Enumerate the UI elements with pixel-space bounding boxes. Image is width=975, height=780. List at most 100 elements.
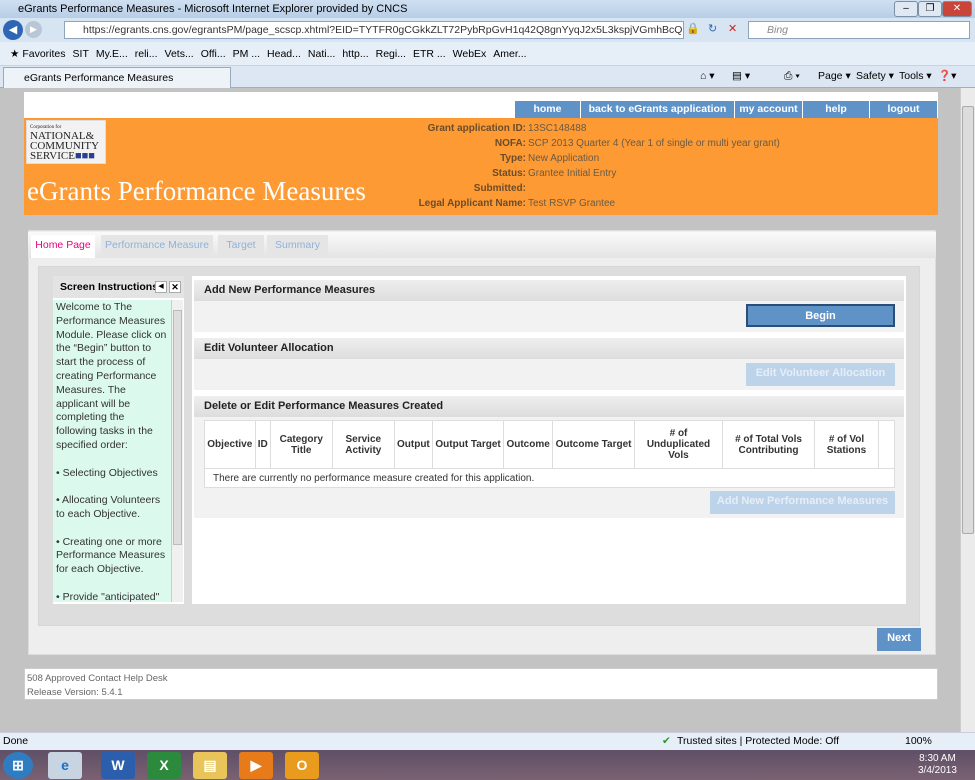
col-id: ID [254, 420, 271, 469]
help-icon[interactable]: ❓▾ [938, 70, 957, 82]
favorite-link[interactable]: Regi... [375, 47, 406, 60]
back-button[interactable]: ◀ [3, 20, 23, 40]
favorite-link[interactable]: reli... [134, 47, 158, 60]
next-button[interactable]: Next [877, 628, 921, 651]
start-button[interactable]: ⊞ [3, 752, 33, 779]
nav-back-to-egrants[interactable]: back to eGrants application [581, 101, 735, 118]
window-title: eGrants Performance Measures - Microsoft… [0, 0, 975, 18]
status-label: Status: [492, 168, 526, 179]
clock-time: 8:30 AM [919, 753, 956, 764]
nofa-value: SCP 2013 Quarter 4 (Year 1 of single or … [528, 138, 780, 149]
favorites-button[interactable]: ★ Favorites [10, 47, 66, 60]
status-text: Done [3, 735, 29, 747]
word-taskbar-icon[interactable]: W [101, 752, 135, 779]
browser-tab[interactable]: eGrants Performance Measures [3, 67, 231, 88]
table-header-row: Objective ID Category Title Service Acti… [204, 420, 895, 469]
instructions-paragraph: • Selecting Objectives [56, 466, 158, 479]
search-input[interactable]: Bing [748, 21, 970, 39]
favorites-bar: ★ Favorites SIT My.E... reli... Vets... … [0, 42, 975, 66]
restore-button[interactable]: ❐ [918, 1, 942, 17]
add-new-performance-measures-button[interactable]: Add New Performance Measures [710, 491, 895, 514]
grant-id-label: Grant application ID: [427, 123, 526, 134]
feeds-icon[interactable]: ▤ ▾ [732, 70, 751, 82]
favorite-link[interactable]: Amer... [493, 47, 527, 60]
applicant-label: Legal Applicant Name: [418, 198, 526, 209]
excel-taskbar-icon[interactable]: X [147, 752, 181, 779]
instructions-paragraph: • Creating one or more Performance Measu… [56, 535, 166, 576]
nav-logout[interactable]: logout [870, 101, 938, 118]
col-total-vols: # of Total Vols Contributing [722, 420, 815, 469]
lock-icon: 🔒 [686, 23, 700, 35]
media-taskbar-icon[interactable]: ▶ [239, 752, 273, 779]
favorite-link[interactable]: Nati... [307, 47, 336, 60]
refresh-button[interactable]: ↻ [708, 23, 718, 35]
zoom-level[interactable]: 100% [905, 735, 932, 747]
app-title: eGrants Performance Measures [27, 176, 366, 206]
edit-section-title: Edit Volunteer Allocation [194, 338, 904, 359]
close-window-button[interactable]: ✕ [942, 1, 972, 17]
page-scrollbar[interactable] [960, 88, 975, 732]
nav-my-account[interactable]: my account [735, 101, 803, 118]
begin-button[interactable]: Begin [746, 304, 895, 327]
header-banner [24, 118, 938, 215]
col-outcome-target: Outcome Target [552, 420, 635, 469]
instructions-paragraph: • Provide "anticipated" data for each of… [56, 590, 160, 602]
clock-date: 3/4/2013 [918, 765, 957, 776]
cncs-logo: Corporation for NATIONAL& COMMUNITY SERVICE… [26, 120, 106, 164]
minimize-button[interactable]: – [894, 1, 918, 17]
instructions-text: Welcome to The Performance Measures Modu… [53, 300, 171, 602]
instructions-paragraph: Welcome to The Performance Measures Modu… [56, 301, 167, 451]
collapse-icon[interactable]: ◀ [155, 281, 167, 293]
print-icon[interactable]: ⎙ ▾ [784, 70, 800, 82]
instructions-title: Screen Instructions [53, 276, 184, 298]
type-value: New Application [528, 153, 600, 164]
explorer-taskbar-icon[interactable]: ▤ [193, 752, 227, 779]
forward-button[interactable]: ▶ [25, 21, 42, 38]
tools-menu[interactable]: Tools ▾ [899, 70, 932, 82]
close-icon[interactable]: ✕ [169, 281, 181, 293]
tab-home-page[interactable]: Home Page [31, 235, 95, 258]
page-menu[interactable]: Page ▾ [818, 70, 851, 82]
footer-links[interactable]: 508 Approved Contact Help Desk [27, 673, 168, 684]
col-actions [878, 420, 895, 469]
browser-tab-bar [0, 66, 975, 88]
favorite-link[interactable]: http... [342, 47, 369, 60]
check-icon: ✔ [662, 735, 671, 747]
favorite-link[interactable]: SIT [72, 47, 89, 60]
status-bar: Done ✔ Trusted sites | Protected Mode: O… [0, 732, 975, 750]
nav-home[interactable]: home [515, 101, 581, 118]
favorite-link[interactable]: Vets... [164, 47, 194, 60]
address-input[interactable]: https://egrants.cns.gov/egrantsPM/page_s… [64, 21, 684, 39]
grant-id-value: 13SC148488 [528, 123, 587, 134]
type-label: Type: [500, 153, 526, 164]
col-vol-stations: # of Vol Stations [814, 420, 879, 469]
performance-measures-table: Objective ID Category Title Service Acti… [204, 420, 895, 488]
favorite-link[interactable]: ETR ... [412, 47, 446, 60]
empty-message: There are currently no performance measu… [204, 468, 895, 488]
favorites-label: Favorites [22, 47, 66, 60]
instructions-scrollbar[interactable] [171, 300, 183, 602]
tab-target[interactable]: Target [218, 235, 264, 258]
ie-taskbar-icon[interactable]: e [48, 752, 82, 779]
tab-summary[interactable]: Summary [267, 235, 328, 258]
footer: 508 Approved Contact Help Desk Release V… [24, 668, 938, 700]
favorite-link[interactable]: PM ... [232, 47, 261, 60]
col-category-title: Category Title [269, 420, 333, 469]
status-value: Grantee Initial Entry [528, 168, 617, 179]
nav-help[interactable]: help [803, 101, 870, 118]
favorite-link[interactable]: Head... [267, 47, 301, 60]
favorite-link[interactable]: Offi... [200, 47, 226, 60]
outlook-taskbar-icon[interactable]: O [285, 752, 319, 779]
favorite-link[interactable]: WebEx [452, 47, 487, 60]
add-section-title: Add New Performance Measures [194, 280, 904, 301]
stop-button[interactable]: ✕ [728, 23, 738, 35]
zone-text: Trusted sites | Protected Mode: Off [677, 735, 840, 747]
applicant-value: Test RSVP Grantee [528, 198, 616, 209]
safety-menu[interactable]: Safety ▾ [856, 70, 894, 82]
edit-volunteer-allocation-button[interactable]: Edit Volunteer Allocation [746, 363, 895, 386]
tab-performance-measure[interactable]: Performance Measure [101, 235, 213, 258]
col-service-activity: Service Activity [331, 420, 395, 469]
favorite-link[interactable]: My.E... [95, 47, 128, 60]
col-outcome: Outcome [503, 420, 554, 469]
home-icon[interactable]: ⌂ ▾ [700, 70, 715, 82]
